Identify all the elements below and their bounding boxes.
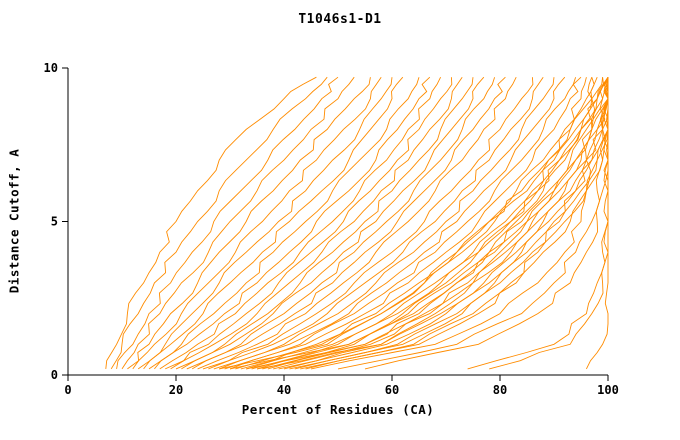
x-tick-label: 40 bbox=[277, 383, 291, 397]
model-curve bbox=[300, 77, 609, 370]
model-curve bbox=[110, 76, 328, 370]
model-curve bbox=[197, 76, 517, 370]
model-curve bbox=[154, 76, 431, 370]
x-tick-label: 100 bbox=[597, 383, 619, 397]
model-curve bbox=[310, 77, 595, 370]
model-curve bbox=[121, 76, 355, 370]
model-curve bbox=[202, 77, 534, 370]
model-curve bbox=[262, 77, 609, 370]
x-tick-label: 80 bbox=[493, 383, 507, 397]
model-curve bbox=[208, 76, 544, 370]
model-curve bbox=[489, 77, 609, 370]
model-curve bbox=[229, 76, 609, 370]
x-axis-label: Percent of Residues (CA) bbox=[241, 402, 435, 417]
model-curve bbox=[137, 77, 393, 370]
model-curve bbox=[148, 77, 420, 370]
y-tick-label: 5 bbox=[51, 215, 58, 229]
y-tick-label: 10 bbox=[44, 61, 58, 75]
model-curve bbox=[175, 77, 474, 370]
model-curve bbox=[289, 77, 609, 370]
model-curve bbox=[246, 76, 609, 370]
model-curve bbox=[337, 77, 609, 370]
model-curve bbox=[143, 76, 404, 370]
model-curve bbox=[116, 76, 339, 369]
y-tick-label: 0 bbox=[51, 368, 58, 382]
chart-title: T1046s1-D1 bbox=[298, 12, 382, 27]
model-curve bbox=[229, 76, 582, 370]
x-tick-label: 60 bbox=[385, 383, 399, 397]
model-curve bbox=[467, 77, 609, 370]
model-curve bbox=[246, 77, 598, 370]
model-curve bbox=[213, 77, 555, 370]
model-curve bbox=[224, 77, 577, 370]
x-tick-label: 0 bbox=[64, 383, 71, 397]
model-curve bbox=[191, 76, 506, 370]
model-curve bbox=[127, 77, 371, 370]
model-curve bbox=[165, 77, 453, 370]
model-curve bbox=[273, 77, 609, 370]
x-tick-label: 20 bbox=[169, 383, 183, 397]
model-curve bbox=[105, 76, 317, 369]
model-curve bbox=[132, 76, 382, 370]
model-curve bbox=[585, 77, 609, 370]
model-curve bbox=[256, 77, 609, 370]
model-curve bbox=[283, 77, 609, 370]
model-curve bbox=[219, 76, 566, 370]
model-curve bbox=[219, 77, 604, 370]
model-curve bbox=[159, 76, 442, 370]
model-curve bbox=[278, 77, 609, 370]
model-curve bbox=[186, 77, 496, 370]
model-curve bbox=[181, 76, 485, 370]
model-curve bbox=[170, 76, 463, 370]
